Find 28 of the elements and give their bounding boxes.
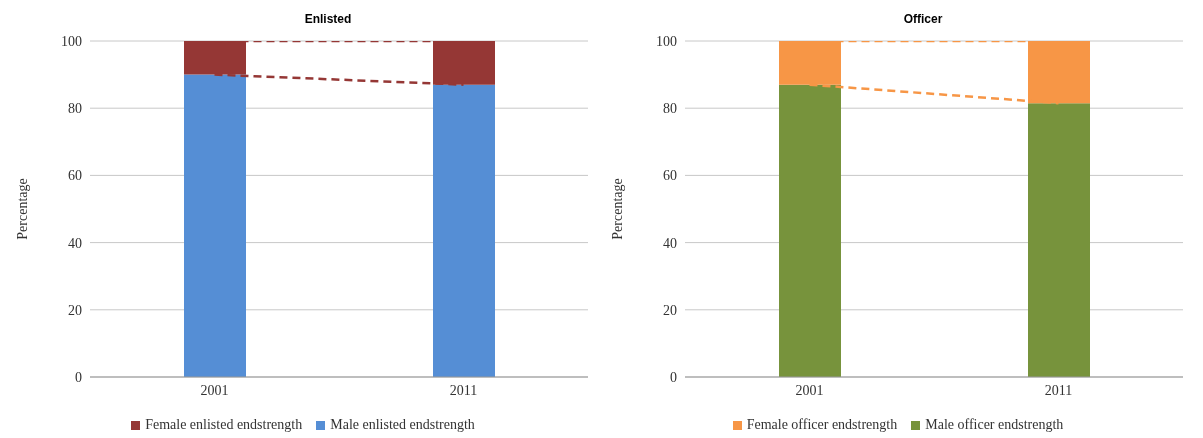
x-tick-label: 2001 bbox=[795, 382, 824, 398]
x-tick-label: 2011 bbox=[1044, 382, 1073, 398]
y-tick-label: 0 bbox=[75, 369, 82, 385]
y-tick-label: 20 bbox=[663, 302, 677, 318]
chart-title: Officer bbox=[902, 12, 944, 26]
legend-label: Female officer endstrength bbox=[745, 417, 898, 433]
legend-label: Female enlisted endstrength bbox=[144, 417, 303, 433]
x-tick-label: 2011 bbox=[449, 382, 478, 398]
y-axis-title: Percentage bbox=[14, 178, 30, 240]
y-tick-label: 0 bbox=[670, 369, 677, 385]
bar bbox=[1028, 103, 1090, 377]
y-tick-label: 60 bbox=[663, 168, 677, 184]
bar bbox=[779, 84, 841, 377]
chart-title: Enlisted bbox=[303, 12, 353, 26]
legend-label: Male enlisted endstrength bbox=[329, 417, 475, 433]
bar bbox=[184, 74, 246, 377]
y-tick-label: 80 bbox=[68, 101, 82, 117]
legend-label: Male officer endstrength bbox=[924, 417, 1064, 433]
bar bbox=[433, 84, 495, 377]
y-tick-label: 40 bbox=[68, 235, 82, 251]
x-tick-label: 2001 bbox=[200, 382, 229, 398]
y-axis-title: Percentage bbox=[609, 178, 625, 240]
y-tick-label: 20 bbox=[68, 302, 82, 318]
y-tick-label: 100 bbox=[656, 33, 677, 49]
y-tick-label: 60 bbox=[68, 168, 82, 184]
y-tick-label: 40 bbox=[663, 235, 677, 251]
y-tick-label: 100 bbox=[61, 33, 82, 49]
y-tick-label: 80 bbox=[663, 101, 677, 117]
